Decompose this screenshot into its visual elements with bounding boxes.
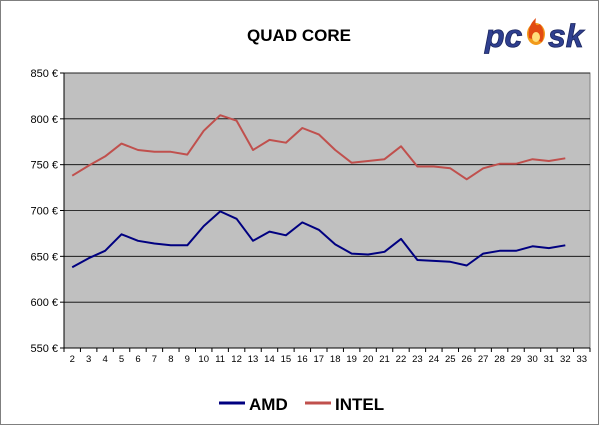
- series-line-intel: [71, 114, 566, 181]
- chart-title: QUAD CORE: [247, 26, 351, 45]
- x-tick-label: 11: [215, 354, 225, 365]
- x-tick-label: 20: [363, 354, 374, 365]
- x-tick-label: 10: [198, 354, 209, 365]
- y-tick-label: 650 €: [30, 251, 58, 263]
- x-axis: 2 3 4 5 6 7 8 9 10 11 12 13 14 15 16 17 18 19 20 21 22 23 24 25…: [63, 347, 591, 365]
- svg-text:pc: pc: [484, 18, 523, 54]
- x-tick-label: 2: [70, 354, 75, 365]
- y-tick-label: 600 €: [30, 297, 58, 309]
- x-tick-label: 17: [313, 354, 324, 365]
- x-tick-label: 24: [429, 354, 440, 365]
- x-tick-label: 30: [527, 354, 538, 365]
- legend-label-intel: INTEL: [335, 395, 384, 414]
- y-tick-label: 850 €: [30, 68, 58, 80]
- x-tick-label: 27: [478, 354, 489, 365]
- y-tick-label: 800 €: [30, 114, 58, 126]
- x-tick-label: 9: [185, 354, 190, 365]
- y-axis: 550 € 600 € 650 € 700 € 750 € 800 € 850 €: [30, 68, 65, 355]
- pcesk-logo: pc sk: [484, 18, 587, 55]
- x-tick-label: 15: [281, 354, 292, 365]
- x-tick-label: 8: [168, 354, 173, 365]
- x-tick-label: 3: [86, 354, 91, 365]
- x-tick-label: 22: [396, 354, 407, 365]
- legend-label-amd: AMD: [249, 395, 288, 414]
- x-tick-label: 18: [330, 354, 341, 365]
- x-tick-label: 29: [511, 354, 522, 365]
- x-tick-label: 6: [135, 354, 140, 365]
- x-tick-label: 13: [248, 354, 259, 365]
- y-tick-label: 700 €: [30, 206, 58, 218]
- x-tick-label: 33: [576, 354, 587, 365]
- series-lines: [71, 114, 566, 269]
- x-tick-label: 16: [297, 354, 308, 365]
- x-tick-label: 14: [264, 354, 275, 365]
- x-tick-label: 31: [544, 354, 555, 365]
- svg-text:sk: sk: [548, 18, 586, 54]
- x-tick-label: 19: [346, 354, 357, 365]
- x-tick-label: 7: [152, 354, 157, 365]
- legend: AMD INTEL: [219, 395, 384, 414]
- x-tick-label: 12: [231, 354, 242, 365]
- x-tick-label: 21: [379, 354, 390, 365]
- x-tick-label: 23: [412, 354, 423, 365]
- x-tick-label: 26: [461, 354, 472, 365]
- x-tick-label: 25: [445, 354, 456, 365]
- x-tick-label: 28: [494, 354, 505, 365]
- series-line-amd: [71, 210, 566, 269]
- y-tick-label: 550 €: [30, 343, 58, 355]
- x-tick-label: 4: [102, 354, 107, 365]
- x-tick-label: 5: [119, 354, 124, 365]
- x-tick-label: 32: [560, 354, 571, 365]
- y-tick-label: 750 €: [30, 160, 58, 172]
